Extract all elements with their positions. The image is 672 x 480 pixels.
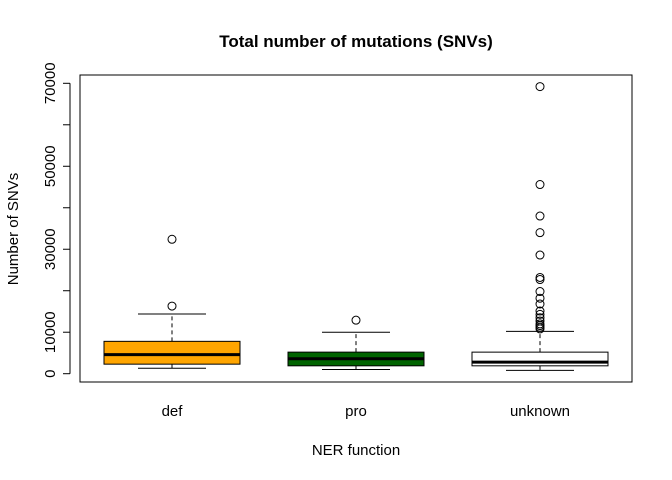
- outlier-point: [535, 180, 545, 190]
- outlier-point: [535, 306, 545, 316]
- boxes-layer: [103, 82, 609, 371]
- outlier-point: [535, 211, 545, 221]
- outlier-point: [167, 234, 177, 244]
- box-def: [103, 234, 241, 369]
- box-pro: [287, 315, 425, 371]
- y-axis: 0 10000 30000 50000 70000: [42, 62, 71, 378]
- outlier-point: [535, 287, 545, 297]
- outlier-point: [535, 309, 545, 319]
- outlier-point: [535, 275, 545, 285]
- outlier-point: [535, 82, 545, 92]
- outlier-point: [535, 299, 545, 309]
- x-tick-label-unknown: unknown: [510, 403, 570, 420]
- y-tick-label: 70000: [42, 62, 59, 104]
- outlier-point: [535, 250, 545, 260]
- outlier-point: [167, 301, 177, 311]
- box-unknown: [471, 82, 609, 371]
- x-axis-label: NER function: [312, 442, 400, 459]
- x-axis: def pro unknown: [162, 403, 570, 420]
- y-tick-label: 30000: [42, 228, 59, 270]
- outlier-point: [351, 315, 361, 325]
- outlier-point: [535, 316, 545, 326]
- y-tick-label: 50000: [42, 145, 59, 187]
- chart-title: Total number of mutations (SNVs): [219, 32, 493, 51]
- y-axis-label: Number of SNVs: [5, 173, 22, 286]
- y-tick-label: 0: [42, 370, 59, 378]
- outlier-point: [535, 293, 545, 303]
- x-tick-label-def: def: [162, 403, 184, 420]
- outlier-point: [535, 272, 545, 282]
- outlier-point: [535, 228, 545, 238]
- iqr-box: [471, 351, 609, 367]
- y-tick-label: 10000: [42, 311, 59, 353]
- iqr-box: [103, 340, 241, 365]
- x-tick-label-pro: pro: [345, 403, 367, 420]
- outlier-point: [535, 313, 545, 323]
- outlier-point: [535, 319, 545, 329]
- plot-frame: [79, 74, 633, 383]
